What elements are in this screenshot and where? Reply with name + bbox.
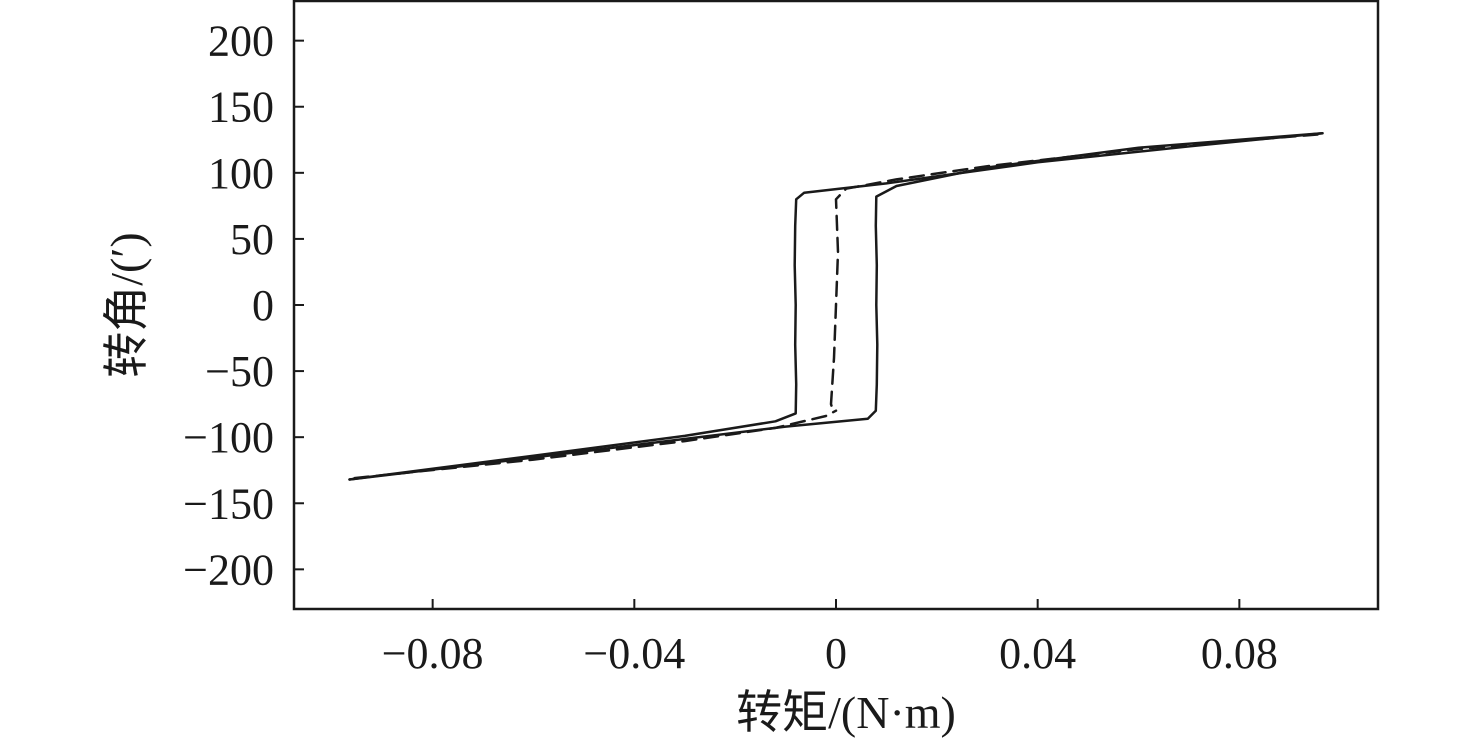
y-tick-label: −50 xyxy=(205,347,274,396)
x-tick-label: 0.04 xyxy=(999,629,1076,678)
y-tick-label: 200 xyxy=(208,17,274,66)
series-line-solid-1 xyxy=(348,131,1324,481)
series-line-dashed-2 xyxy=(829,133,1319,412)
x-axis-ticks: −0.08 −0.04 0 0.04 0.08 xyxy=(382,599,1278,678)
y-tick-label: 150 xyxy=(208,83,274,132)
series-line-dashed-3 xyxy=(353,409,838,480)
x-tick-label: 0.08 xyxy=(1201,629,1278,678)
y-tick-label: −100 xyxy=(183,413,274,462)
y-tick-label: 100 xyxy=(208,149,274,198)
x-axis-label: 转矩/(N·m) xyxy=(736,687,956,738)
y-tick-label: −150 xyxy=(183,479,274,528)
y-axis-label: 转角/(′) xyxy=(101,232,152,377)
x-tick-label: −0.08 xyxy=(382,629,484,678)
y-axis-ticks: 200 150 100 50 0 −50 −100 −150 −200 xyxy=(183,17,304,594)
series-group xyxy=(348,131,1324,481)
x-tick-label: −0.04 xyxy=(583,629,685,678)
y-tick-label: 0 xyxy=(252,281,274,330)
y-tick-label: −200 xyxy=(183,545,274,594)
y-tick-label: 50 xyxy=(230,215,274,264)
x-tick-label: 0 xyxy=(825,629,847,678)
